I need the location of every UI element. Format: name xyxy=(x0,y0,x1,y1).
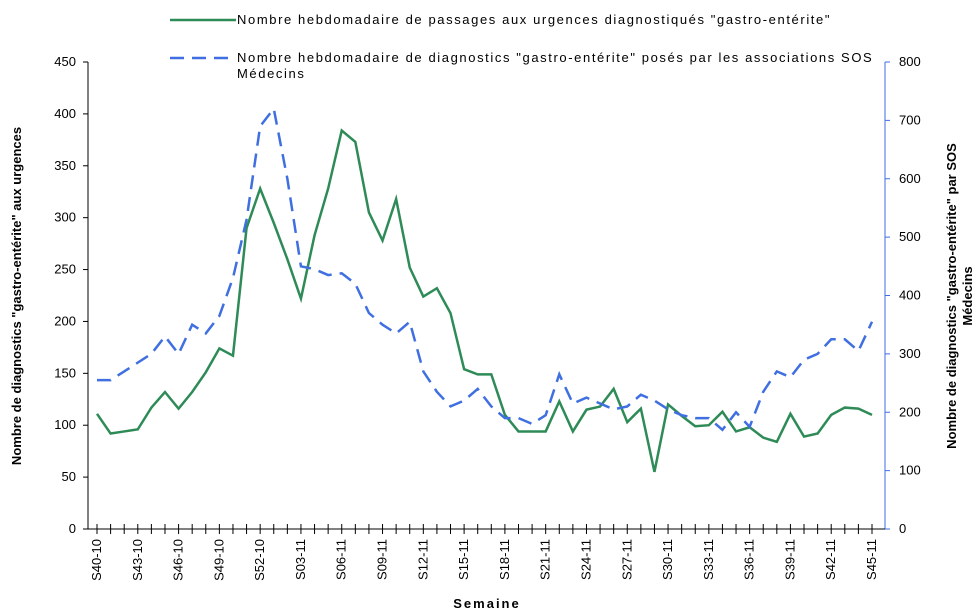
x-tick-label: S03-11 xyxy=(293,539,308,580)
y2-tick-label: 700 xyxy=(899,112,921,127)
x-tick-label: S39-11 xyxy=(782,539,797,580)
x-tick-label: S06-11 xyxy=(334,539,349,580)
y-tick-label: 350 xyxy=(54,158,76,173)
y2-tick-label: 0 xyxy=(899,521,906,536)
x-tick-label: S09-11 xyxy=(375,539,390,580)
x-tick-label: S40-10 xyxy=(89,539,104,581)
x-tick-label: S46-10 xyxy=(171,539,186,581)
y2-tick-label: 300 xyxy=(899,346,921,361)
y-tick-label: 450 xyxy=(54,54,76,69)
x-tick-label: S36-11 xyxy=(742,539,757,580)
y2-axis-label: Médecins xyxy=(960,266,975,325)
x-tick-label: S12-11 xyxy=(415,539,430,580)
x-tick-label: S27-11 xyxy=(619,539,634,580)
x-tick-label: S49-10 xyxy=(211,539,226,581)
y-tick-label: 300 xyxy=(54,210,76,225)
y2-tick-label: 600 xyxy=(899,171,921,186)
x-tick-label: S33-11 xyxy=(701,539,716,580)
y2-tick-label: 800 xyxy=(899,54,921,69)
y2-tick-label: 200 xyxy=(899,404,921,419)
y-axis-label: Nombre de diagnostics "gastro-entérite" … xyxy=(9,127,24,465)
y-tick-label: 400 xyxy=(54,106,76,121)
y-tick-label: 100 xyxy=(54,417,76,432)
legend-text: Nombre hebdomadaire de passages aux urge… xyxy=(237,12,832,27)
x-tick-label: S52-10 xyxy=(252,539,267,581)
data-line xyxy=(95,128,873,473)
x-tick-label: S24-11 xyxy=(578,539,593,580)
y-tick-label: 150 xyxy=(54,365,76,380)
y2-tick-label: 500 xyxy=(899,229,921,244)
y2-axis-label: Nombre de diagnostics "gastro-entérite" … xyxy=(944,143,959,449)
x-axis-label: Semaine xyxy=(453,596,520,611)
y-tick-label: 50 xyxy=(62,469,76,484)
y-tick-label: 0 xyxy=(69,521,76,536)
y-tick-label: 200 xyxy=(54,313,76,328)
data-line xyxy=(97,105,874,432)
legend-text: Nombre hebdomadaire de diagnostics "gast… xyxy=(237,50,874,81)
x-tick-label: S15-11 xyxy=(456,539,471,580)
x-tick-label: S30-11 xyxy=(660,539,675,580)
y-tick-label: 250 xyxy=(54,262,76,277)
y2-tick-label: 400 xyxy=(899,288,921,303)
x-tick-label: S18-11 xyxy=(497,539,512,580)
x-tick-label: S21-11 xyxy=(538,539,553,580)
x-tick-label: S42-11 xyxy=(823,539,838,580)
x-tick-label: S45-11 xyxy=(864,539,879,580)
x-tick-label: S43-10 xyxy=(130,539,145,581)
y2-tick-label: 100 xyxy=(899,463,921,478)
